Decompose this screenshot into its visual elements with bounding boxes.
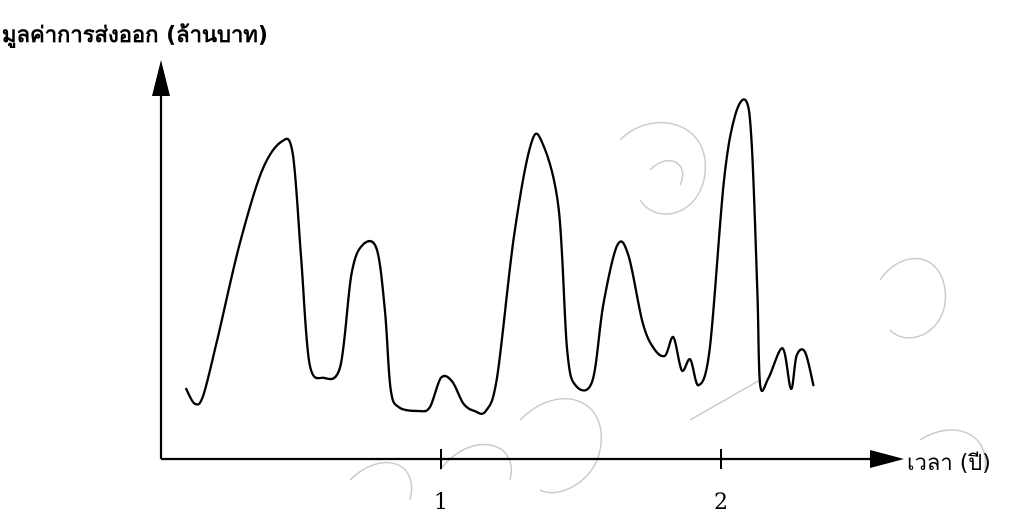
- watermark: [349, 121, 986, 501]
- x-axis-arrowhead: [870, 450, 904, 468]
- x-tick-label-1: 1: [434, 490, 448, 515]
- x-axis-label: เวลา (ปี): [907, 451, 991, 476]
- y-axis-label: มูลค่าการส่งออก (ล้านบาท): [2, 23, 268, 49]
- series-line: [185, 98, 815, 415]
- y-axis-arrowhead: [152, 60, 170, 96]
- x-tick-label-2: 2: [714, 490, 728, 515]
